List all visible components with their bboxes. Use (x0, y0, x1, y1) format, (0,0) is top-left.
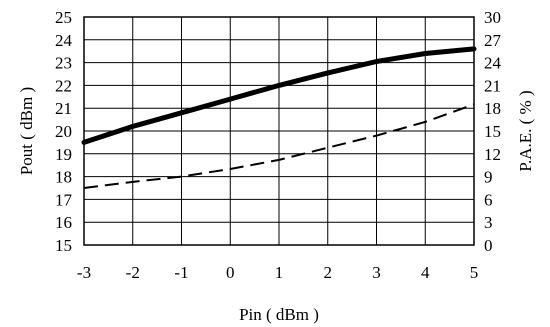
y-tick-label: 16 (55, 213, 72, 232)
y-tick-label: 22 (55, 76, 72, 95)
y2-tick-label: 30 (484, 8, 501, 27)
y-tick-label: 25 (55, 8, 72, 27)
y-tick-label: 21 (55, 99, 72, 118)
y-tick-label: 17 (55, 190, 73, 209)
y2-tick-label: 15 (484, 122, 501, 141)
y2-tick-label: 24 (484, 54, 502, 73)
y-tick-label: 18 (55, 168, 72, 187)
y2-tick-label: 21 (484, 76, 501, 95)
x-tick-label: 4 (421, 263, 430, 282)
y2-tick-label: 18 (484, 99, 501, 118)
x-tick-label: -2 (126, 263, 140, 282)
bottom-axis-ticks: -3 -2 -1 0 1 2 3 4 5 (77, 263, 478, 282)
pout-series-line (81, 46, 477, 145)
x-tick-label: 2 (324, 263, 333, 282)
y-tick-label: 19 (55, 145, 72, 164)
y-axis-label: Pout ( dBm ) (17, 87, 36, 175)
plot-frame (83, 16, 475, 246)
y2-tick-label: 0 (484, 236, 493, 255)
x-tick-label: -1 (174, 263, 188, 282)
y2-tick-label: 3 (484, 213, 493, 232)
pae-series-line (83, 103, 475, 189)
y-tick-label: 24 (55, 31, 73, 50)
y2-tick-label: 12 (484, 145, 501, 164)
y-tick-label: 20 (55, 122, 72, 141)
y-tick-label: 23 (55, 54, 72, 73)
x-tick-label: 3 (372, 263, 381, 282)
y2-axis-label: P.A.E. ( % ) (516, 90, 535, 171)
right-axis-ticks: 0 3 6 9 12 15 18 21 24 27 30 (484, 8, 502, 255)
y2-tick-label: 27 (484, 31, 502, 50)
x-tick-label: -3 (77, 263, 91, 282)
x-tick-label: 0 (226, 263, 235, 282)
y2-tick-label: 9 (484, 168, 493, 187)
x-tick-label: 5 (470, 263, 479, 282)
x-axis-label: Pin ( dBm ) (239, 305, 319, 324)
grid-lines (83, 16, 475, 246)
y2-tick-label: 6 (484, 190, 493, 209)
y-tick-label: 15 (55, 236, 72, 255)
x-tick-label: 1 (275, 263, 284, 282)
series-layer (81, 46, 477, 189)
left-axis-ticks: 15 16 17 18 19 20 21 22 23 24 25 (55, 8, 73, 255)
